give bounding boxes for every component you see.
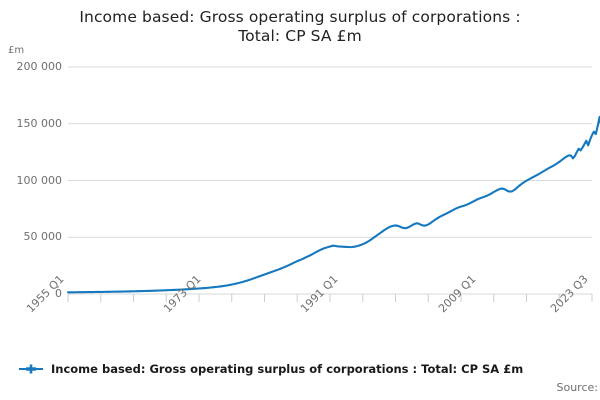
source-label: Source: bbox=[556, 381, 599, 394]
chart-title-line-1: Income based: Gross operating surplus of… bbox=[79, 8, 521, 26]
y-axis-tick-label: 150 000 bbox=[16, 116, 63, 130]
y-axis-unit-label: £m bbox=[8, 45, 25, 56]
legend-line-marker-icon bbox=[19, 364, 43, 374]
y-axis-tick-label: 200 000 bbox=[16, 60, 63, 73]
chart-title-line-2: Total: CP SA £m bbox=[238, 27, 362, 45]
y-axis-tick-label: 100 000 bbox=[16, 173, 63, 187]
data-series-line bbox=[66, 115, 600, 294]
y-axis-tick-label: 0 bbox=[55, 287, 62, 300]
legend-series-label: Income based: Gross operating surplus of… bbox=[51, 362, 524, 376]
chart-legend[interactable]: Income based: Gross operating surplus of… bbox=[18, 362, 523, 376]
chart-title: Income based: Gross operating surplus of… bbox=[30, 8, 570, 46]
y-axis-tick-label: 50 000 bbox=[23, 230, 63, 244]
